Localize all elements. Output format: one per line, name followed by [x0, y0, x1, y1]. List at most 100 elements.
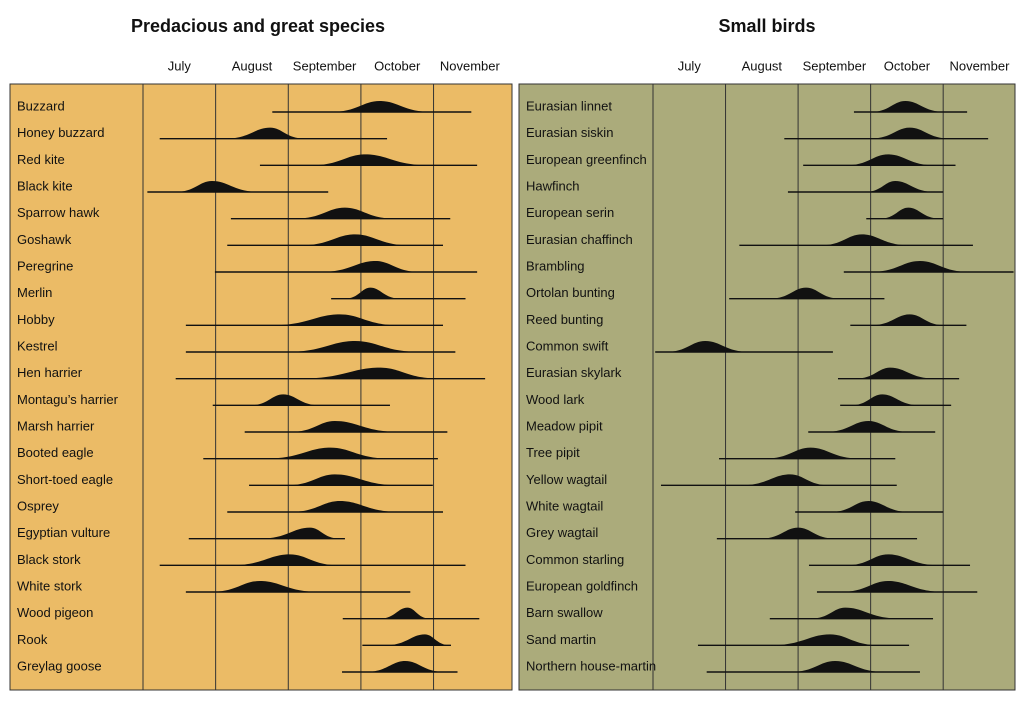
species-label: Wood pigeon [17, 605, 93, 620]
species-label: Yellow wagtail [526, 472, 607, 487]
species-label: Eurasian chaffinch [526, 232, 633, 247]
peak-hump [869, 101, 946, 112]
peak-hump [810, 607, 901, 619]
species-label: Reed bunting [526, 312, 603, 327]
peak-hump [259, 527, 340, 539]
peak-hump [289, 501, 401, 512]
peak-hump [665, 341, 751, 352]
species-label: Booted eagle [17, 445, 94, 460]
month-label: July [168, 58, 192, 73]
species-label: Black kite [17, 178, 73, 193]
species-label: European goldfinch [526, 578, 638, 593]
species-label: Sand martin [526, 632, 596, 647]
panel-title: Small birds [718, 16, 815, 36]
panel-background [518, 83, 1016, 691]
peak-hump [824, 421, 910, 432]
month-label: November [440, 58, 501, 73]
species-label: Northern house-martin [526, 658, 656, 673]
species-label: Ortolan bunting [526, 285, 615, 300]
species-label: Honey buzzard [17, 125, 104, 140]
peak-hump [294, 207, 396, 219]
species-label: Wood lark [526, 392, 585, 407]
peak-hump [320, 261, 421, 272]
species-label: European greenfinch [526, 152, 647, 167]
species-label: Black stork [17, 552, 81, 567]
peak-hump [764, 447, 861, 459]
species-label: Peregrine [17, 258, 73, 273]
peak-hump [869, 314, 946, 326]
species-label: Meadow pipit [526, 418, 603, 433]
species-label: Montagu’s harrier [17, 392, 119, 407]
peak-hump [299, 367, 441, 379]
month-label: August [232, 58, 273, 73]
species-label: Merlin [17, 285, 52, 300]
peak-hump [880, 207, 941, 219]
peak-hump [285, 341, 421, 352]
species-label: White stork [17, 578, 83, 593]
species-label: Brambling [526, 258, 585, 273]
peak-hump [869, 261, 971, 272]
peak-hump [310, 154, 430, 166]
peak-hump [864, 181, 936, 192]
species-label: White wagtail [526, 498, 603, 513]
species-label: Eurasian siskin [526, 125, 613, 140]
species-label: Hobby [17, 312, 55, 327]
species-label: Hen harrier [17, 365, 83, 380]
peak-hump [265, 447, 390, 459]
peak-hump [845, 554, 941, 566]
species-label: Osprey [17, 498, 59, 513]
peak-hump [869, 127, 951, 139]
species-label: Greylag goose [17, 658, 102, 673]
species-label: Buzzard [17, 98, 65, 113]
peak-hump [819, 234, 910, 246]
month-label: October [374, 58, 421, 73]
species-label: Sparrow hawk [17, 205, 100, 220]
peak-hump [769, 634, 881, 646]
peak-hump [285, 474, 401, 486]
peak-hump [760, 527, 836, 539]
peak-hump [850, 394, 920, 406]
peak-hump [365, 661, 446, 672]
species-label: Tree pipit [526, 445, 580, 460]
peak-hump [174, 181, 260, 192]
species-label: Common swift [526, 338, 609, 353]
species-label: Hawfinch [526, 178, 579, 193]
species-label: Marsh harrier [17, 418, 95, 433]
panel-background [9, 83, 513, 691]
peak-hump [330, 101, 433, 112]
peak-hump [209, 581, 321, 592]
month-label: October [884, 58, 931, 73]
peak-hump [740, 474, 831, 486]
peak-hump [344, 287, 401, 299]
species-label: Red kite [17, 152, 65, 167]
peak-hump [289, 421, 401, 432]
peak-hump [270, 314, 401, 326]
species-label: Common starling [526, 552, 624, 567]
month-label: August [742, 58, 783, 73]
species-label: European serin [526, 205, 614, 220]
month-label: September [293, 58, 357, 73]
peak-hump [249, 394, 321, 406]
species-label: Rook [17, 632, 48, 647]
species-label: Kestrel [17, 338, 58, 353]
month-label: July [678, 58, 702, 73]
peak-hump [230, 554, 340, 566]
peak-hump [379, 607, 430, 619]
species-label: Short-toed eagle [17, 472, 113, 487]
month-label: September [803, 58, 867, 73]
species-label: Egyptian vulture [17, 525, 110, 540]
peak-hump [769, 287, 841, 299]
peak-hump [845, 154, 936, 166]
peak-hump [855, 367, 936, 379]
peak-hump [299, 234, 411, 246]
species-label: Eurasian linnet [526, 98, 612, 113]
species-label: Grey wagtail [526, 525, 598, 540]
species-label: Barn swallow [526, 605, 603, 620]
peak-hump [225, 127, 305, 139]
peak-hump [790, 661, 886, 672]
peak-hump [840, 581, 946, 592]
panel-title: Predacious and great species [131, 16, 385, 36]
month-label: November [949, 58, 1010, 73]
species-label: Goshawk [17, 232, 72, 247]
